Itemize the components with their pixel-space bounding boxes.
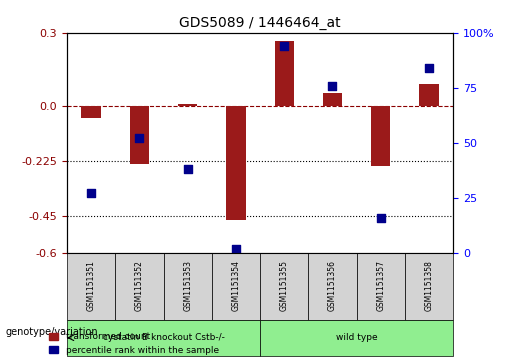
Point: [376, 215, 385, 221]
FancyBboxPatch shape: [115, 253, 163, 320]
Point: [329, 83, 337, 89]
Bar: [323, 93, 342, 106]
Title: GDS5089 / 1446464_at: GDS5089 / 1446464_at: [179, 16, 341, 30]
Point: [232, 246, 240, 252]
FancyBboxPatch shape: [260, 253, 308, 320]
FancyBboxPatch shape: [356, 253, 405, 320]
FancyBboxPatch shape: [405, 253, 453, 320]
Text: GSM1151354: GSM1151354: [231, 260, 241, 311]
Text: GSM1151358: GSM1151358: [424, 260, 434, 311]
Bar: [371, 106, 390, 166]
Text: GSM1151352: GSM1151352: [135, 260, 144, 311]
Text: GSM1151351: GSM1151351: [87, 260, 96, 311]
Point: [183, 166, 192, 172]
Bar: [226, 106, 246, 220]
FancyBboxPatch shape: [67, 253, 115, 320]
Text: GSM1151357: GSM1151357: [376, 260, 385, 311]
Bar: [130, 106, 149, 164]
Point: [280, 43, 288, 49]
Bar: [419, 84, 439, 106]
Text: cystatin B knockout Cstb-/-: cystatin B knockout Cstb-/-: [102, 333, 225, 342]
FancyBboxPatch shape: [260, 320, 453, 356]
Text: GSM1151356: GSM1151356: [328, 260, 337, 311]
FancyBboxPatch shape: [163, 253, 212, 320]
Bar: [178, 104, 197, 106]
Text: wild type: wild type: [336, 333, 377, 342]
Point: [135, 135, 144, 141]
Text: genotype/variation: genotype/variation: [5, 327, 98, 337]
Text: GSM1151353: GSM1151353: [183, 260, 192, 311]
Bar: [274, 41, 294, 106]
Point: [87, 191, 95, 196]
FancyBboxPatch shape: [308, 253, 356, 320]
FancyBboxPatch shape: [212, 253, 260, 320]
Legend: transformed count, percentile rank within the sample: transformed count, percentile rank withi…: [46, 329, 222, 359]
FancyBboxPatch shape: [67, 320, 260, 356]
Point: [425, 65, 433, 71]
Bar: [81, 106, 101, 118]
Text: GSM1151355: GSM1151355: [280, 260, 289, 311]
